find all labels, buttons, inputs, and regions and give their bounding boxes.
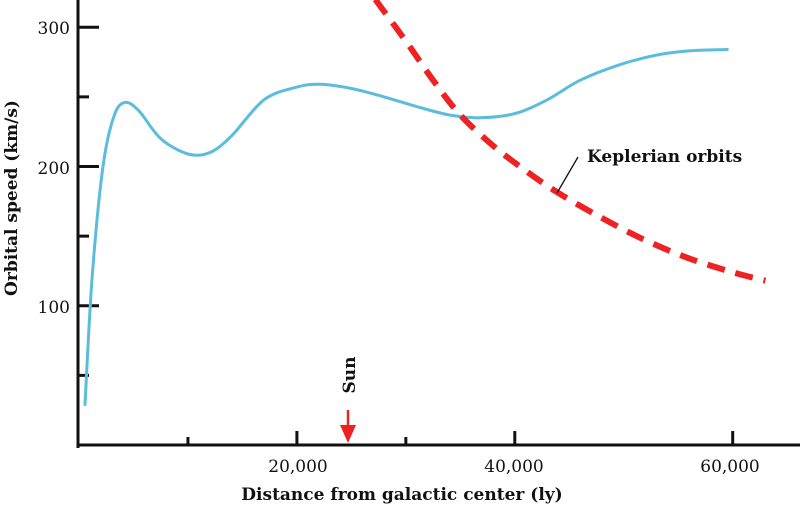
y-axis-title: Orbital speed (km/s): [2, 100, 22, 296]
x-axis-title: Distance from galactic center (ly): [241, 485, 562, 505]
keplerian-label: Keplerian orbits: [587, 147, 742, 167]
x-axis-ticks: [186, 431, 735, 445]
axes: [76, 0, 800, 448]
sun-arrow-icon: [340, 410, 356, 443]
y-tick-label-200: 200: [38, 159, 70, 179]
x-tick-label-40000: 40,000: [484, 457, 543, 477]
y-tick-label-100: 100: [38, 298, 70, 318]
keplerian-curve: [372, 0, 767, 284]
keplerian-leader-line: [556, 156, 579, 194]
sun-label: Sun: [340, 357, 360, 394]
observed-rotation-curve: [83, 48, 729, 407]
x-tick-label-20000: 20,000: [268, 457, 327, 477]
x-tick-label-60000: 60,000: [700, 457, 759, 477]
y-axis-ticks: [78, 25, 99, 377]
y-tick-label-300: 300: [38, 19, 70, 39]
